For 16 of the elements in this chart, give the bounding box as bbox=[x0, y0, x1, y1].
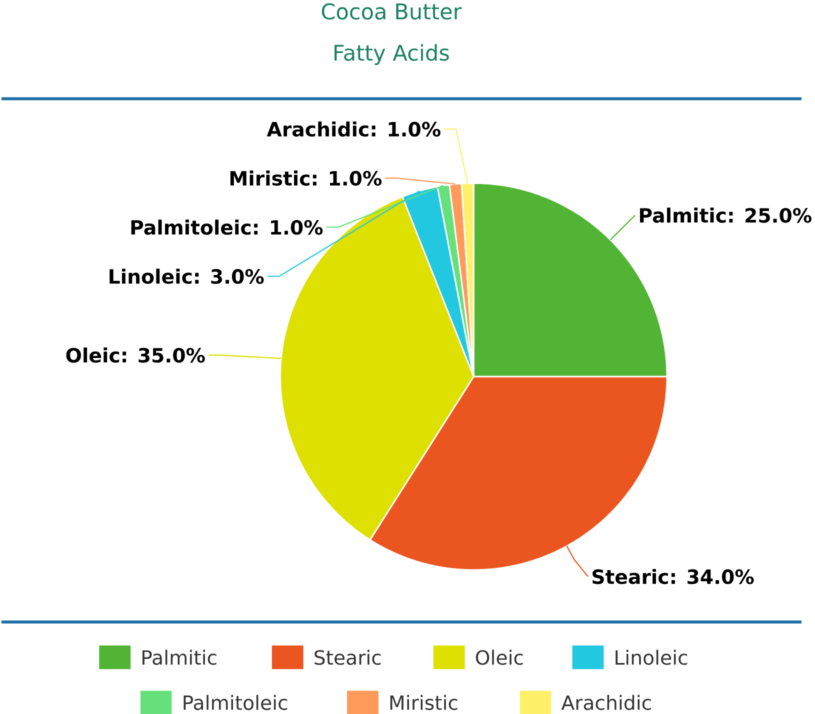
legend-label: Oleic bbox=[476, 650, 523, 665]
legend-label: Arachidic bbox=[561, 694, 651, 710]
legend-label: Miristic bbox=[390, 694, 458, 710]
chart-subtitle: Fatty Acids bbox=[334, 44, 449, 65]
legend-label: Linoleic bbox=[616, 650, 688, 665]
data-label: Stearic: 34.0% bbox=[592, 568, 754, 584]
data-label: Miristic: 1.0% bbox=[230, 170, 382, 186]
data-label: Oleic: 35.0% bbox=[66, 347, 205, 363]
legend-label: Stearic bbox=[314, 650, 381, 665]
data-label: Palmitoleic: 1.0% bbox=[131, 219, 323, 235]
data-label: Palmitic: 25.0% bbox=[640, 208, 812, 223]
legend-label: Palmitic bbox=[142, 650, 216, 665]
data-label: Linoleic: 3.0% bbox=[110, 268, 264, 284]
data-label: Arachidic: 1.0% bbox=[266, 121, 440, 137]
legend-label: Palmitoleic bbox=[184, 694, 288, 710]
chart-title: Cocoa Butter bbox=[322, 3, 462, 20]
